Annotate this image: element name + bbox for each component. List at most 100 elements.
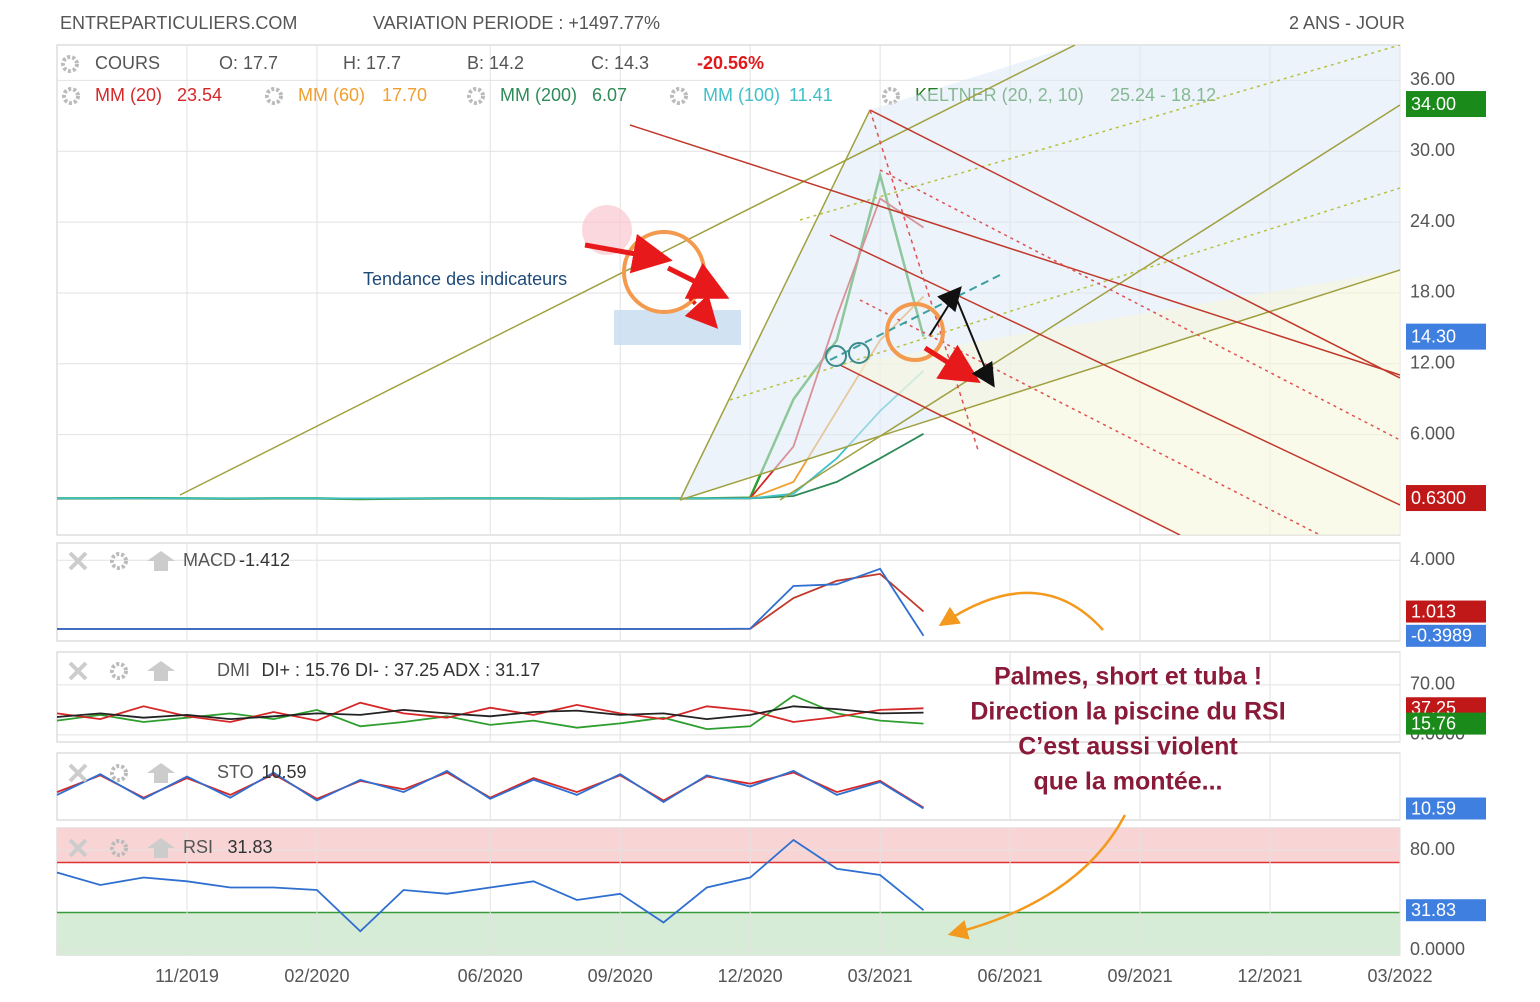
x-tick-label: 06/2021 [978,966,1043,986]
ohlc-label: B: 14.2 [467,53,524,73]
period: 2 ANS - JOUR [1289,13,1405,33]
arrow [923,344,981,383]
series-line [56,701,924,723]
fork-zone [840,270,1400,535]
arrow [938,591,1104,631]
x-tick-label: 06/2020 [458,966,523,986]
gear-icon [467,87,485,105]
value-badge-label: 34.00 [1411,94,1456,114]
gear-icon [882,87,900,105]
marker [582,205,632,255]
fork-line [859,299,1321,535]
panel-title: DMI [217,660,250,680]
comment: Direction la piscine du RSI [970,698,1285,726]
legend-label: COURS [95,53,160,73]
x-tick-label: 03/2021 [848,966,913,986]
fork-line [629,124,1400,376]
highlight [614,310,741,345]
legend-value: 23.54 [177,85,222,105]
comment: que la montée... [1034,768,1223,796]
fan-zone [680,45,1400,500]
value-badge [1406,600,1486,623]
x-tick-label: 09/2020 [588,966,653,986]
close-icon [68,763,88,783]
trend-line [829,274,1001,361]
series-line [56,838,925,933]
close-icon [68,838,88,858]
panel-title: RSI [183,837,213,857]
drawings [179,45,1400,535]
y-tick-label: 70.00 [1410,674,1455,694]
comment: C’est aussi violent [1018,733,1238,761]
value-badge [1406,899,1486,922]
site-name: ENTREPARTICULIERS.COM [60,13,297,33]
value-badge-label: 1.013 [1411,601,1456,621]
x-tick-label: 03/2022 [1367,966,1432,986]
x-tick-label: 12/2020 [718,966,783,986]
arrow [971,360,995,388]
y-tick-label: 30.00 [1410,140,1455,160]
value-badge-label: 15.76 [1411,713,1456,733]
fan-line [179,45,1076,496]
panel-value: -1.412 [239,550,290,570]
fan-line [729,187,1400,401]
legend-value: 11.41 [789,85,833,105]
move-icon [147,551,175,571]
value-badge [1406,797,1486,820]
value-badge-label: -0.3989 [1411,626,1472,646]
arrow [584,233,673,274]
fork-line [839,364,1181,535]
arrow [947,814,1127,940]
series-line [57,567,925,637]
panel-title: MACD [183,550,236,570]
fan-line [679,109,871,501]
arrow [937,286,962,313]
x-tick-label: 11/2019 [155,966,219,986]
legend-label: MM (60) [298,85,365,105]
move-icon [147,763,175,783]
fan-line [779,104,1400,501]
gear-icon [110,662,128,680]
gear-icon [110,764,128,782]
value-badge [1406,485,1486,512]
legend-value: 6.07 [592,85,627,105]
ohlc-label: O: 17.7 [219,53,278,73]
value-badge-label: 0.6300 [1411,488,1466,508]
y-tick-label: 4.000 [1410,549,1455,569]
gear-icon [670,87,688,105]
arrow [666,262,730,299]
value-badge-label: 10.59 [1411,798,1456,818]
panel [56,542,1401,642]
x-tick-label: 12/2021 [1237,966,1302,986]
gear-icon [110,839,128,857]
gear-icon [61,55,79,73]
value-badge-label: 31.83 [1411,900,1456,920]
y-tick-label: 0.0000 [1410,939,1465,959]
value-badge [1406,624,1486,647]
legend-label: MM (100) [703,85,780,105]
marker [885,302,945,362]
panel-value: 10.59 [262,762,307,782]
gear-icon [62,87,80,105]
ohlc-label: H: 17.7 [343,53,401,73]
y-tick-label: 12.00 [1410,353,1455,373]
annotation: Tendance des indicateurs [363,269,567,289]
series-line [56,769,924,810]
change-label: -20.56% [697,53,764,73]
panel-value: DI+ : 15.76 DI- : 37.25 ADX : 31.17 [262,660,541,680]
close-icon [68,551,88,571]
y-tick-label: 36.00 [1410,69,1455,89]
panel-value: 31.83 [228,837,273,857]
value-badge [1406,323,1486,350]
move-icon [147,661,175,681]
close-icon [68,661,88,681]
oversold-zone [57,912,1400,955]
comment: Palmes, short et tuba ! [994,663,1262,691]
legend-value: 17.70 [382,85,427,105]
panel-title: STO [217,762,254,782]
x-tick-label: 02/2020 [284,966,349,986]
move-icon [147,838,175,858]
series-line [56,705,924,721]
x-tick-label: 09/2021 [1108,966,1173,986]
